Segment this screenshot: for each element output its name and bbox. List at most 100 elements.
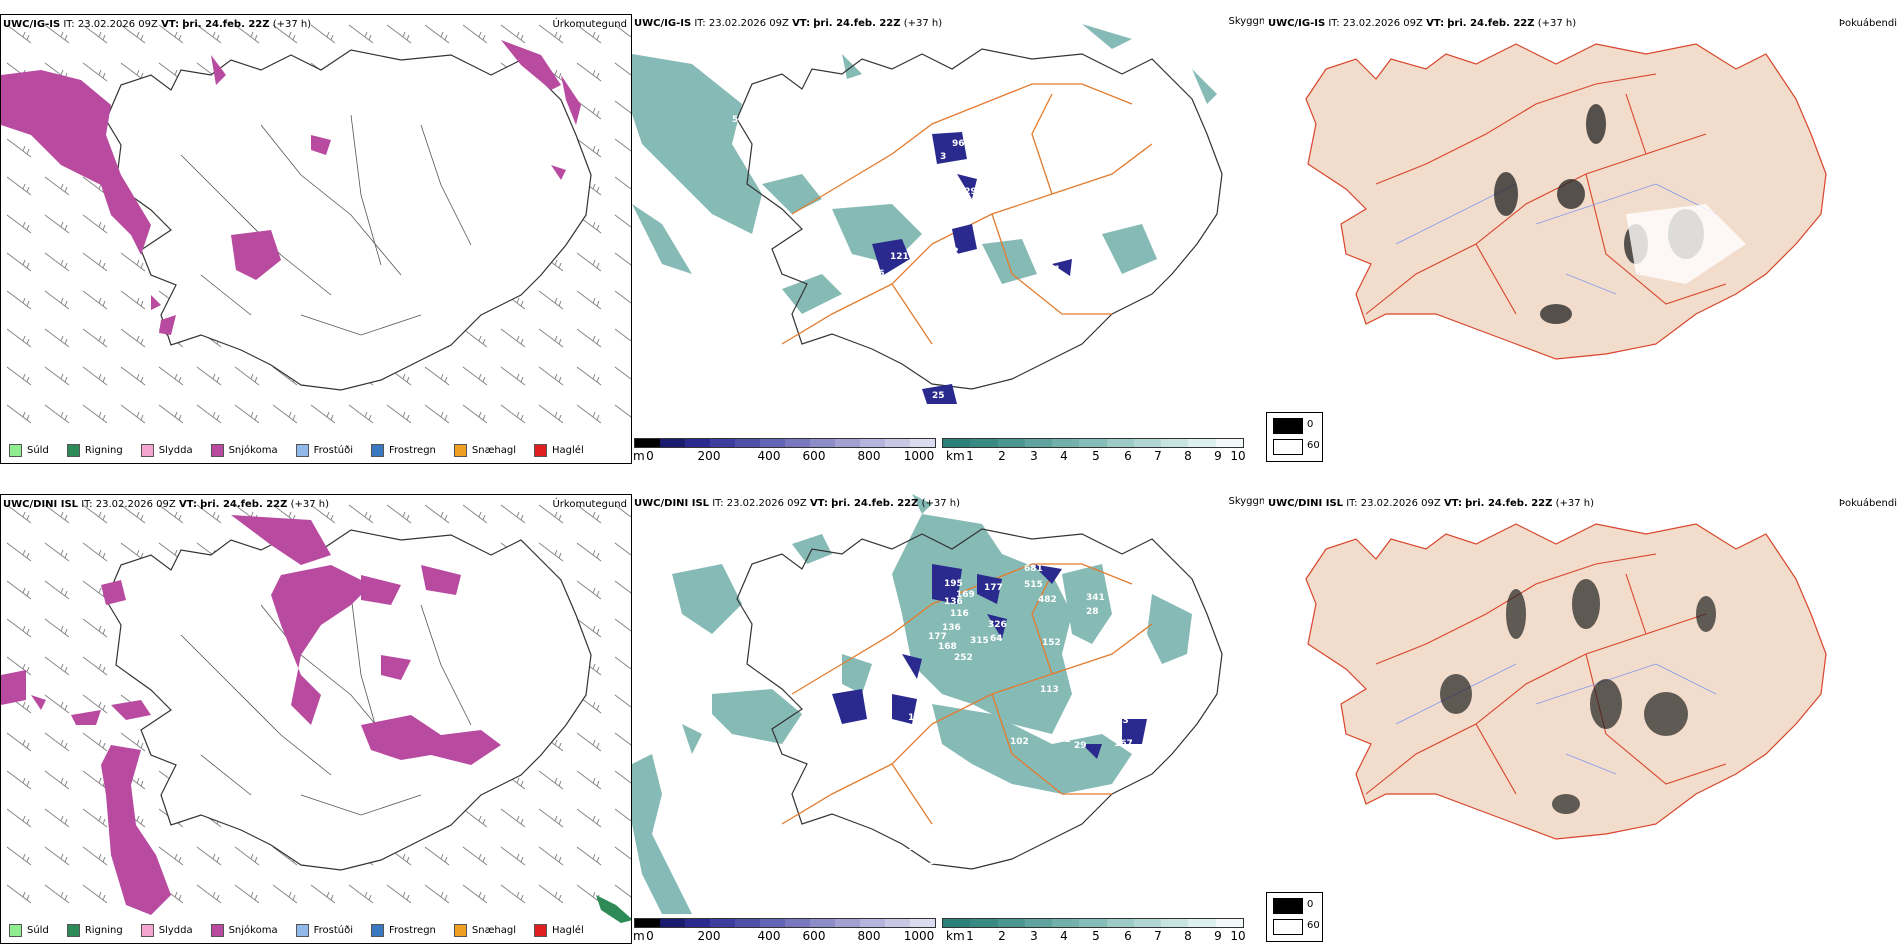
ceiling-label: 169 (956, 590, 975, 600)
legend-swatch (9, 923, 22, 937)
panel-type-label: Skyggni (1228, 16, 1264, 27)
colorbar-cell (1106, 919, 1134, 927)
fog-legend-swatch (1273, 439, 1303, 455)
visibility-colorbar: km 1 2 3 4 5 6 7 8 9 10 (942, 918, 1246, 944)
precip-map-bottom (1, 495, 631, 923)
colorbar-cell (760, 919, 785, 927)
colorbar-cell (1052, 919, 1080, 927)
panel-title: UWC/IG-IS IT: 23.02.2026 09Z VT: þri. 24… (3, 19, 312, 30)
panel-type-label: Skyggni (1228, 496, 1264, 507)
ceiling-label: 341 (1086, 593, 1105, 603)
colorbar-cell (635, 439, 660, 447)
legend-swatch (210, 443, 224, 457)
fog-map-bottom (1305, 523, 1827, 840)
colorbar-cell (1188, 439, 1216, 447)
precip-panel-bottom: UWC/DINI ISL IT: 23.02.2026 09Z VT: þri.… (0, 494, 632, 944)
ceiling-label: 229 (958, 187, 977, 197)
colorbar-cell (810, 439, 835, 447)
legend-item: Frostúði (295, 443, 353, 457)
ceiling-colorbar-cells (634, 918, 936, 928)
cloud-panel-top: 512 96 3 229 121 102 16 21 11 25 UWC/IG-… (632, 14, 1264, 464)
ceiling-label: 64 (990, 634, 1003, 644)
legend-swatch (534, 443, 548, 457)
panel-title: UWC/IG-IS IT: 23.02.2026 09Z VT: þri. 24… (1268, 18, 1577, 29)
legend-item: Slydda (140, 923, 193, 937)
legend-item: Frostregn (371, 443, 436, 457)
colorbar-cell (1161, 919, 1189, 927)
ceiling-label: 102 (1010, 737, 1029, 747)
colorbar-cell (635, 919, 660, 927)
ceiling-label: 195 (944, 579, 963, 589)
ceiling-label: 148 (908, 713, 927, 723)
legend-swatch (140, 923, 154, 937)
colorbar-cell (785, 919, 810, 927)
legend-item: Frostúði (295, 923, 353, 937)
colorbar-cell (860, 919, 885, 927)
precip-panel-top: UWC/IG-IS IT: 23.02.2026 09Z VT: þri. 24… (0, 14, 632, 464)
ceiling-colorbar-ticks: m 0 200 400 600 800 1000 (633, 929, 935, 943)
legend-item: Snæhagl (453, 923, 516, 937)
fog-legend: 0 60 (1266, 412, 1323, 462)
colorbar-cell (1079, 439, 1107, 447)
legend-item: Snjókoma (210, 923, 278, 937)
legend-item: Snjókoma (210, 443, 278, 457)
legend-swatch (371, 923, 384, 937)
legend-swatch (66, 923, 80, 937)
ceiling-label: 326 (988, 620, 1007, 630)
legend-swatch (295, 443, 309, 457)
ceiling-label: 681 (1024, 564, 1043, 574)
colorbar-cell (835, 919, 860, 927)
colorbar-cell (760, 439, 785, 447)
legend-swatch (140, 443, 154, 457)
fog-legend-value: 0 (1307, 419, 1314, 430)
fog-map-top (1305, 43, 1827, 360)
colorbar-cell (885, 439, 910, 447)
ceiling-label: 82 (904, 862, 917, 872)
legend-swatch (453, 443, 467, 457)
ceiling-label: 168 (938, 642, 957, 652)
legend-item: Haglél (534, 443, 584, 457)
panel-title: UWC/DINI ISL IT: 23.02.2026 09Z VT: þri.… (1268, 498, 1595, 509)
legend-item: Slydda (140, 443, 193, 457)
snow-area (1, 40, 581, 335)
ceiling-label: 152 (1052, 735, 1071, 745)
ceiling-labels: 681 195 169 177 515 136 482 341 28 116 1… (844, 564, 1133, 872)
colorbar-cell (735, 439, 760, 447)
ceiling-label: 29 (1074, 741, 1087, 751)
colorbar-cell (1024, 919, 1053, 927)
ceiling-label: 152 (1042, 638, 1061, 648)
fog-legend-value: 60 (1307, 920, 1320, 931)
ceiling-label: 252 (954, 653, 973, 663)
ceiling-label: 515 (1024, 580, 1043, 590)
ceiling-label: 114 (928, 857, 947, 867)
colorbar-cell (943, 919, 971, 927)
colorbar-cell (1161, 439, 1189, 447)
colorbar-cell (810, 919, 835, 927)
colorbar-cell (970, 919, 998, 927)
ceiling-label: 102 (940, 247, 959, 257)
legend-item: Rigning (66, 443, 123, 457)
visibility-colorbar-ticks: km 1 2 3 4 5 6 7 8 9 10 (946, 449, 1246, 463)
visibility-colorbar: km 1 2 3 4 5 6 7 8 9 10 (942, 438, 1246, 464)
fog-panel-bottom: UWC/DINI ISL IT: 23.02.2026 09Z VT: þri.… (1266, 494, 1900, 944)
ceiling-label: 65 (844, 729, 857, 739)
legend-swatch (295, 923, 309, 937)
ceiling-label: 116 (950, 609, 969, 619)
colorbar-cell (1215, 919, 1243, 927)
panel-type-label: Þokuábendi (1838, 498, 1897, 509)
colorbar-cell (1106, 439, 1134, 447)
legend-swatch (371, 443, 384, 457)
ceiling-label: 21 (1048, 265, 1061, 275)
visibility-colorbar-cells (942, 918, 1244, 928)
colorbar-cell (1079, 919, 1107, 927)
colorbar-cell (885, 919, 910, 927)
legend-item: Snæhagl (453, 443, 516, 457)
legend-swatch (66, 443, 80, 457)
precip-map-top (1, 15, 631, 435)
legend-swatch (210, 923, 224, 937)
panel-title: UWC/DINI ISL IT: 23.02.2026 09Z VT: þri.… (634, 498, 961, 509)
colorbar-cell (943, 439, 971, 447)
panel-title: UWC/DINI ISL IT: 23.02.2026 09Z VT: þri.… (3, 499, 330, 510)
fog-legend-swatch (1273, 418, 1303, 434)
ceiling-label: 11 (912, 395, 925, 405)
